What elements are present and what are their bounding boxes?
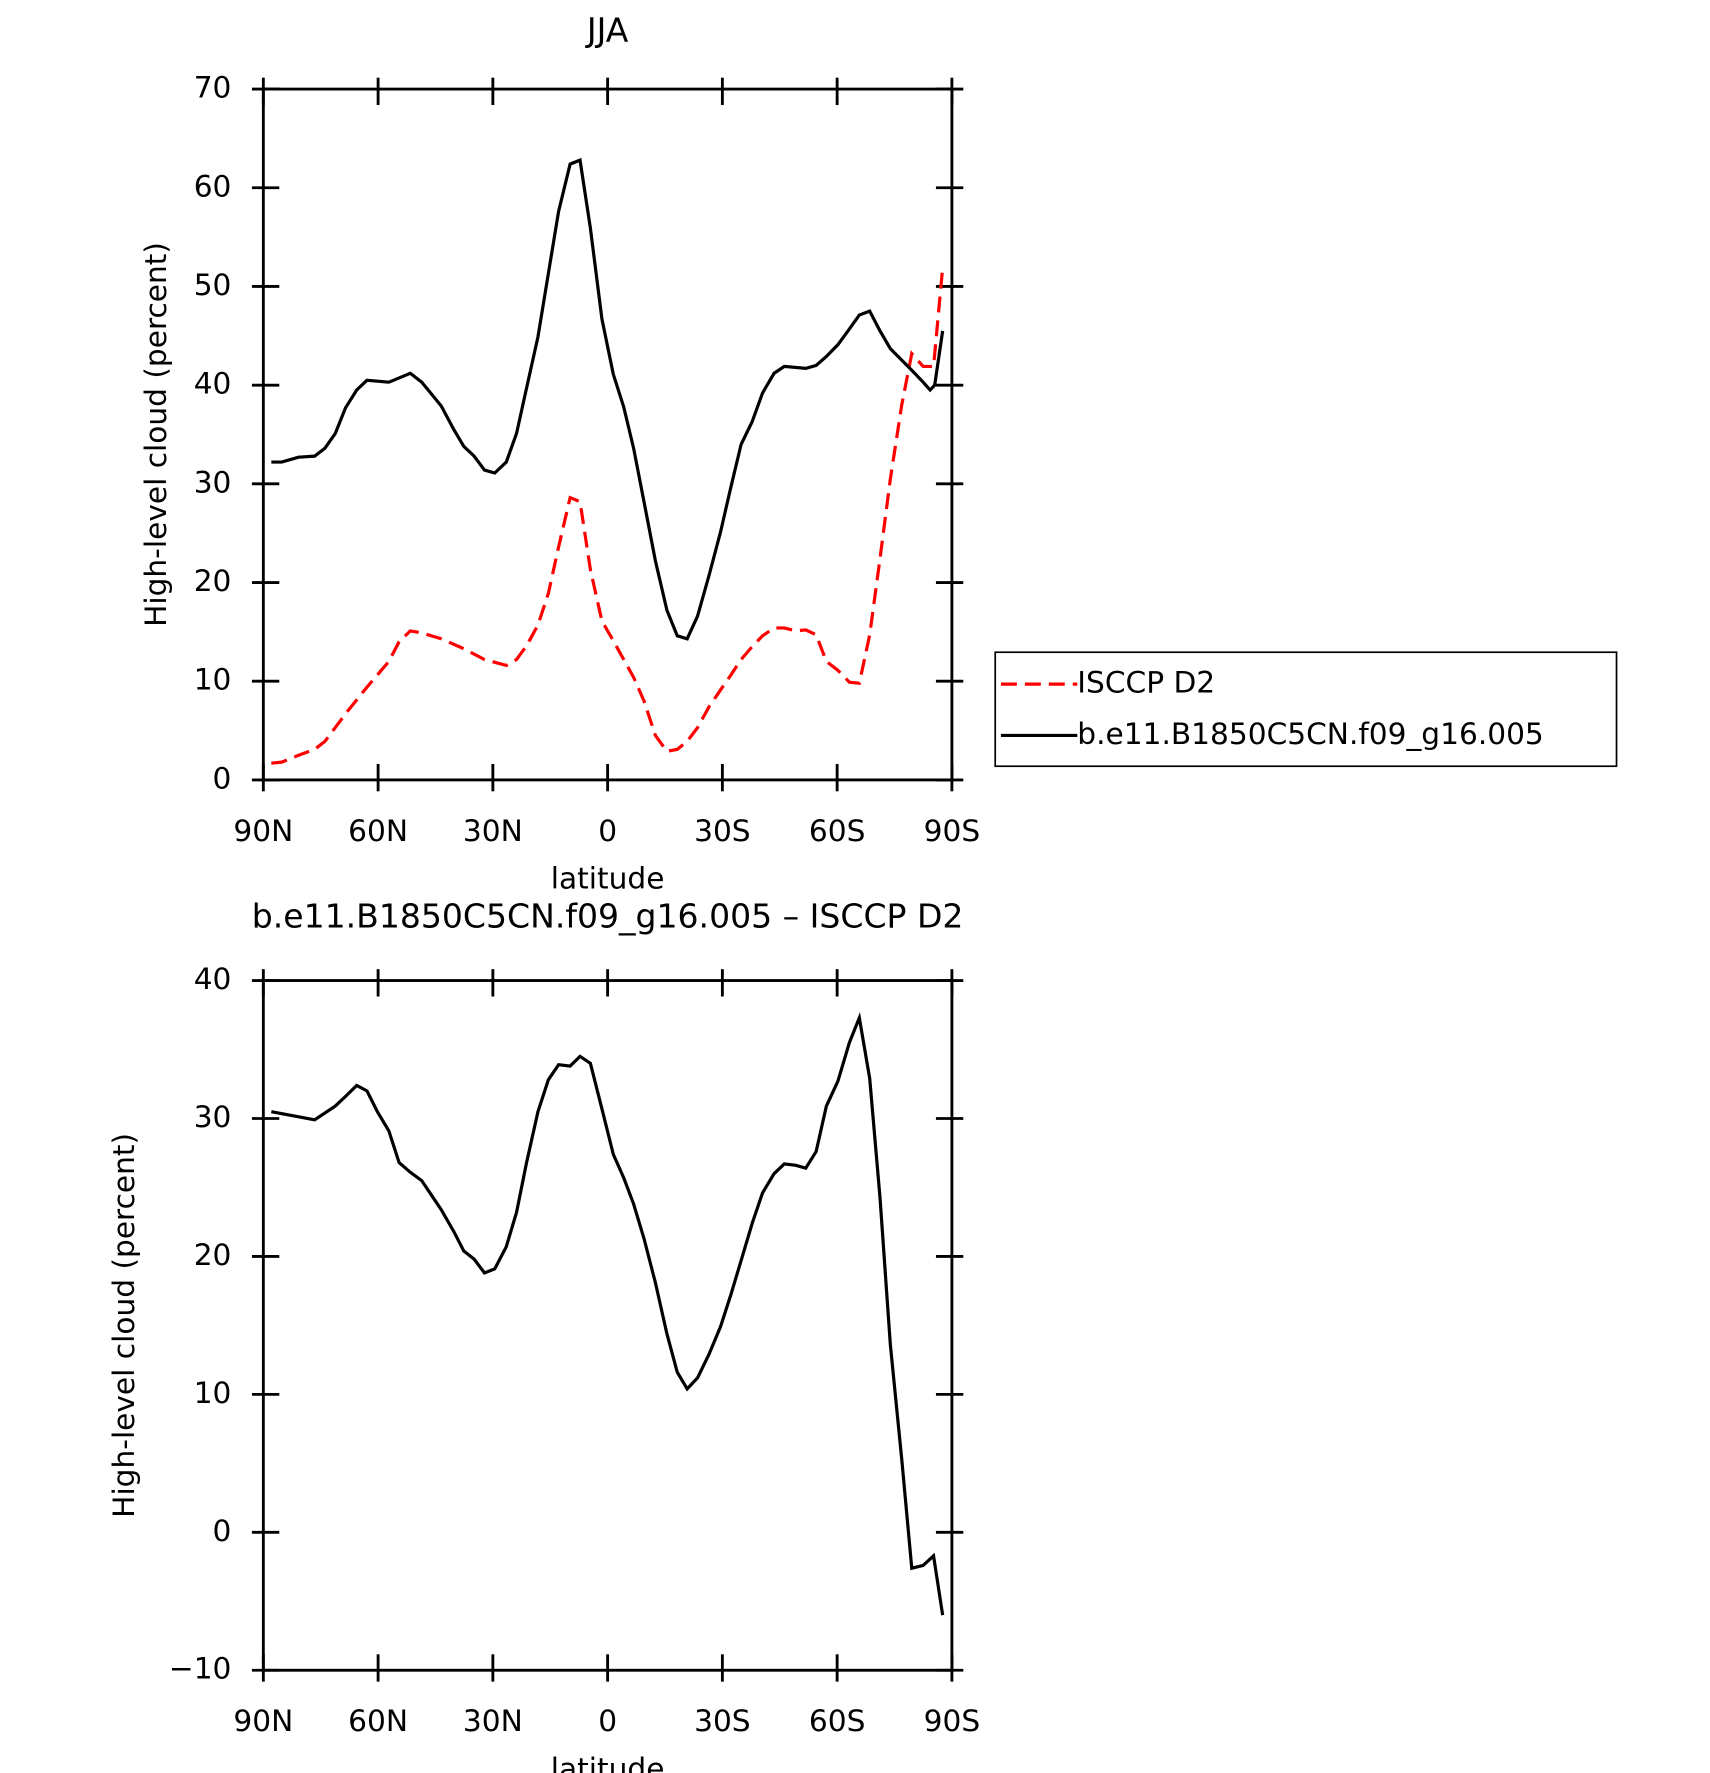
y-axis-label: High-level cloud (percent) — [138, 242, 173, 627]
x-axis-label: latitude — [551, 1751, 665, 1773]
legend-label: b.e11.B1850C5CN.f09_g16.005 — [1077, 716, 1543, 751]
y-tick-label: 70 — [194, 70, 232, 105]
x-tick-label: 30N — [463, 1703, 523, 1738]
chart-title: b.e11.B1850C5CN.f09_g16.005 – ISCCP D2 — [252, 896, 964, 935]
legend-label: ISCCP D2 — [1077, 665, 1215, 700]
y-tick-label: 60 — [194, 168, 232, 203]
y-tick-label: 10 — [194, 1375, 232, 1410]
data-line — [271, 1011, 945, 1616]
y-tick-label: −10 — [169, 1651, 232, 1686]
plot-frame — [261, 979, 954, 1672]
x-tick-label: 60S — [809, 813, 866, 848]
data-line — [271, 157, 945, 641]
x-tick-label: 90N — [233, 1703, 293, 1738]
x-tick-label: 60S — [809, 1703, 866, 1738]
x-tick-label: 90N — [233, 813, 293, 848]
y-tick-label: 30 — [194, 1099, 232, 1134]
y-tick-label: 40 — [194, 366, 232, 401]
data-line — [271, 267, 945, 765]
x-axis-label: latitude — [551, 861, 665, 896]
x-tick-label: 60N — [348, 813, 408, 848]
x-tick-label: 0 — [598, 813, 617, 848]
x-tick-label: 30S — [694, 813, 751, 848]
plot-frame — [261, 87, 954, 782]
y-tick-label: 40 — [194, 961, 232, 996]
y-tick-label: 30 — [194, 464, 232, 499]
x-tick-label: 90S — [924, 1703, 981, 1738]
chart-title: JJA — [585, 11, 629, 50]
y-tick-label: 10 — [194, 662, 232, 697]
x-tick-label: 60N — [348, 1703, 408, 1738]
y-tick-label: 0 — [213, 760, 232, 795]
x-tick-label: 90S — [924, 813, 981, 848]
legend-box — [994, 651, 1618, 768]
y-tick-label: 0 — [213, 1513, 232, 1548]
y-tick-label: 20 — [194, 563, 232, 598]
x-tick-label: 30N — [463, 813, 523, 848]
x-tick-label: 30S — [694, 1703, 751, 1738]
y-tick-label: 20 — [194, 1237, 232, 1272]
x-tick-label: 0 — [598, 1703, 617, 1738]
y-tick-label: 50 — [194, 267, 232, 302]
y-axis-label: High-level cloud (percent) — [106, 1133, 141, 1518]
